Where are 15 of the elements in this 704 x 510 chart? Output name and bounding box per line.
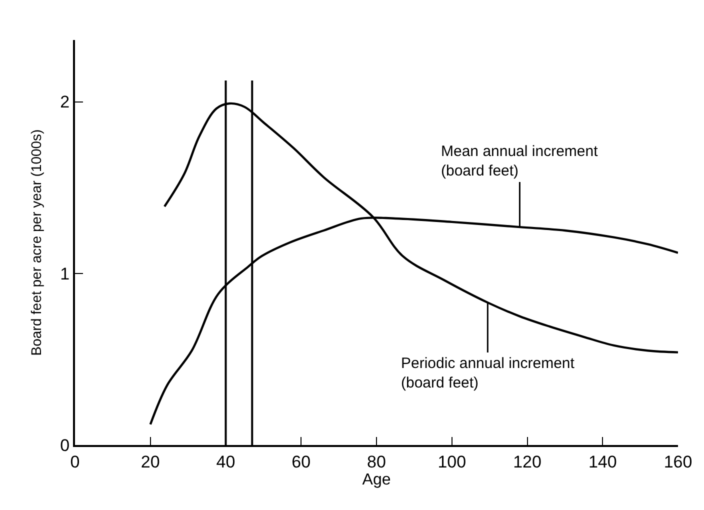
y-tick-label: 2 — [60, 92, 70, 112]
x-tick-label: 140 — [588, 452, 617, 472]
x-tick-label: 60 — [292, 452, 311, 472]
x-axis-title: Age — [362, 471, 391, 488]
x-tick-label: 160 — [664, 452, 692, 472]
y-tick-label: 0 — [60, 436, 70, 455]
x-tick-label: 40 — [216, 452, 236, 472]
x-tick-label: 120 — [513, 452, 542, 472]
x-tick-label: 100 — [438, 452, 466, 472]
y-tick-label: 1 — [60, 264, 70, 284]
annotation: Periodic annual increment (board feet) — [401, 355, 576, 392]
annotation: Mean annual increment (board feet) — [441, 143, 599, 180]
x-tick-label: 80 — [367, 452, 386, 472]
y-axis-title: Board feet per acre per year (1000s) — [28, 129, 44, 356]
x-tick-label: 20 — [140, 452, 160, 472]
